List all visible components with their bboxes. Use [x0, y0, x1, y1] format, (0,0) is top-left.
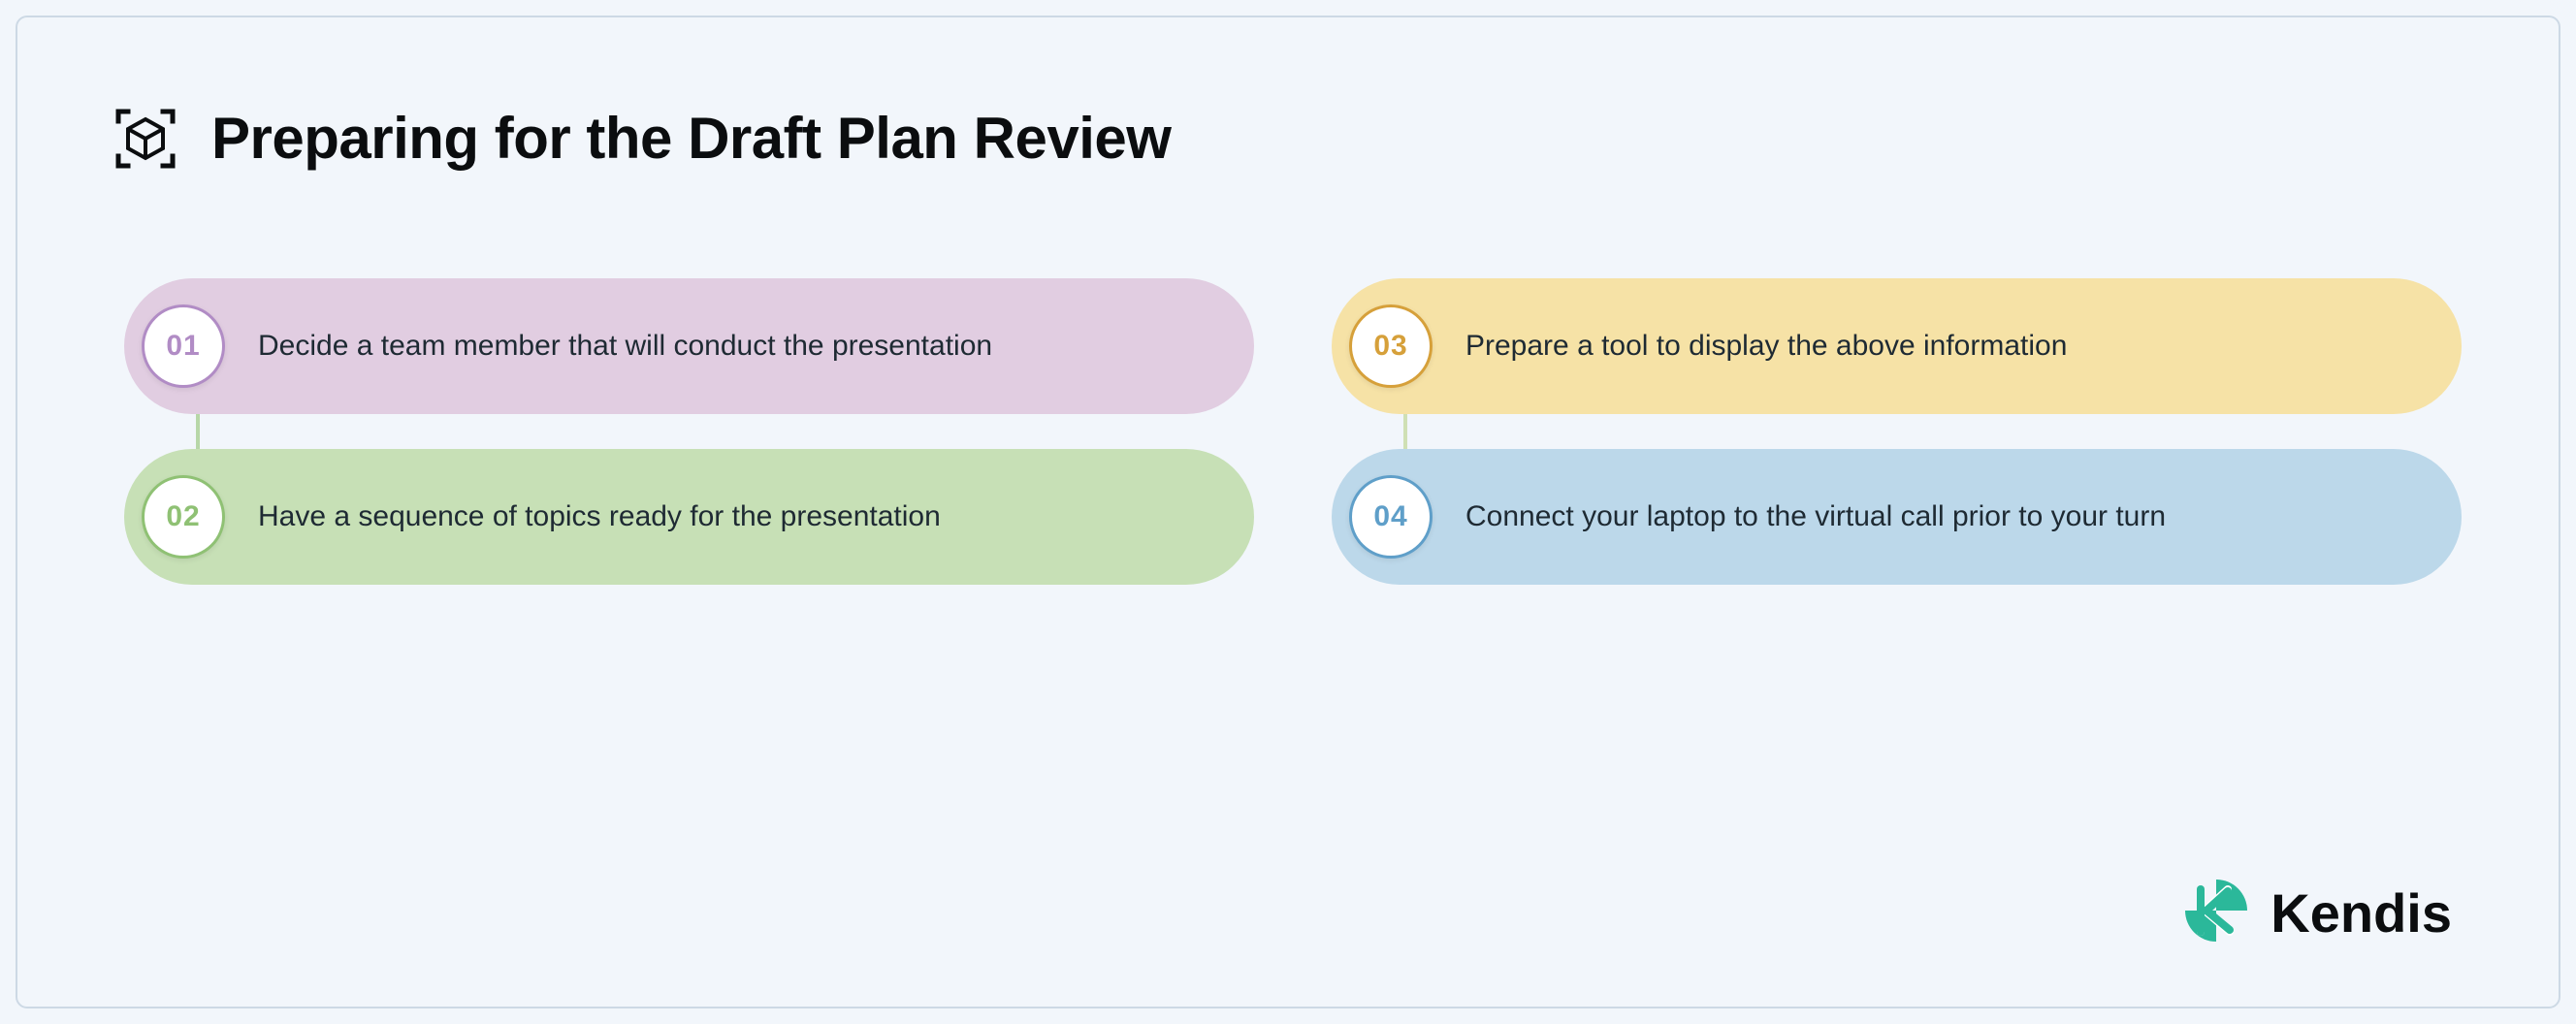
step-text: Connect your laptop to the virtual call …: [1465, 496, 2166, 537]
column-right: 03 Prepare a tool to display the above i…: [1332, 278, 2462, 585]
page-title: Preparing for the Draft Plan Review: [211, 105, 1171, 172]
step-badge-2: 02: [142, 475, 225, 559]
step-text: Have a sequence of topics ready for the …: [258, 496, 941, 537]
step-number: 04: [1373, 500, 1407, 533]
step-text: Prepare a tool to display the above info…: [1465, 326, 2067, 367]
step-pill-1: 01 Decide a team member that will conduc…: [124, 278, 1254, 414]
step-pill-4: 04 Connect your laptop to the virtual ca…: [1332, 449, 2462, 585]
step-badge-4: 04: [1349, 475, 1433, 559]
step-pill-3: 03 Prepare a tool to display the above i…: [1332, 278, 2462, 414]
column-left: 01 Decide a team member that will conduc…: [124, 278, 1254, 585]
step-text: Decide a team member that will conduct t…: [258, 326, 992, 367]
step-pill-2: 02 Have a sequence of topics ready for t…: [124, 449, 1254, 585]
step-badge-1: 01: [142, 304, 225, 388]
step-badge-3: 03: [1349, 304, 1433, 388]
step-number: 02: [166, 500, 200, 533]
brand-logo: Kendis: [2183, 878, 2452, 948]
steps-container: 01 Decide a team member that will conduc…: [114, 278, 2462, 585]
header: Preparing for the Draft Plan Review: [114, 105, 2462, 172]
cube-frame-icon: [114, 108, 177, 170]
brand-name: Kendis: [2270, 881, 2452, 944]
step-number: 03: [1373, 330, 1407, 363]
step-number: 01: [166, 330, 200, 363]
kendis-logo-icon: [2183, 878, 2249, 948]
infographic-canvas: Preparing for the Draft Plan Review 01 D…: [16, 16, 2560, 1008]
